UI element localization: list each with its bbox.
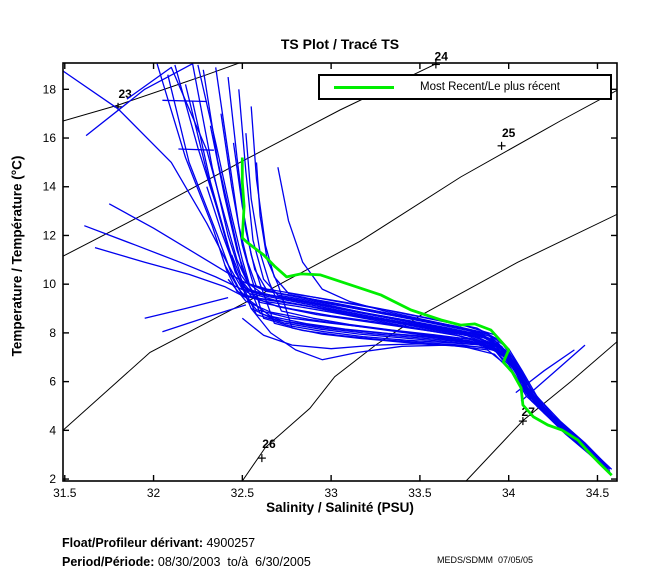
contour-label: 23 (118, 87, 132, 101)
profile-line (84, 225, 607, 469)
footer-period-line: Period/Période: 08/30/2003 to/à 6/30/200… (62, 555, 311, 569)
contour-label: 24 (435, 49, 449, 63)
plot-title: TS Plot / Tracé TS (280, 36, 400, 52)
y-tick-label: 14 (43, 180, 57, 194)
profile-line (162, 304, 247, 333)
float-value: 4900257 (203, 536, 256, 550)
density-contour-line (63, 63, 241, 122)
float-label: Float/Profileur dérivant: (62, 536, 203, 550)
x-tick-label: 34.5 (586, 486, 610, 500)
profile-line (520, 344, 586, 402)
y-tick-label: 2 (49, 472, 56, 486)
y-tick-label: 12 (43, 228, 57, 242)
profile-line (144, 296, 229, 319)
y-tick-label: 6 (49, 375, 56, 389)
contour-label: 25 (502, 126, 516, 140)
profile-line (178, 148, 214, 151)
contour-label: 26 (262, 437, 276, 451)
profile-line (241, 317, 604, 465)
x-tick-label: 32.5 (231, 486, 255, 500)
x-tick-label: 31.5 (53, 486, 77, 500)
y-tick-label: 4 (49, 423, 56, 437)
density-contour-line (63, 89, 617, 431)
x-tick-label: 34 (502, 486, 516, 500)
profile-line (238, 89, 611, 470)
x-tick-label: 32 (147, 486, 161, 500)
profile-line (108, 203, 609, 470)
profile-line (162, 99, 207, 103)
profile-line (250, 106, 613, 470)
profile-line (63, 70, 602, 462)
x-axis-label: Salinity / Salinité (PSU) (266, 500, 414, 515)
profile-line (234, 271, 611, 470)
most-recent-profile-line (240, 157, 613, 477)
most-recent-layer (240, 157, 613, 477)
footer-float-line: Float/Profileur dérivant: 4900257 (62, 536, 255, 550)
legend-line-sample (334, 85, 394, 89)
legend: Most Recent/Le plus récent (318, 74, 612, 100)
profile-line (94, 246, 598, 459)
y-tick-label: 10 (43, 277, 57, 291)
y-tick-label: 16 (43, 131, 57, 145)
period-value: 08/30/2003 to/à 6/30/2005 (154, 555, 311, 569)
period-label: Period/Période: (62, 555, 155, 569)
x-tick-label: 33.5 (408, 486, 432, 500)
profile-line (231, 254, 602, 462)
profile-line (227, 77, 606, 464)
y-tick-label: 18 (43, 82, 57, 96)
legend-label: Most Recent/Le plus récent (420, 81, 560, 93)
density-contour-line (241, 213, 617, 481)
y-tick-label: 8 (49, 326, 56, 340)
density-contour-line (465, 341, 617, 481)
y-axis-label: Temperature / Température (°C) (9, 155, 25, 357)
credit-text: MEDS/SDMM 07/05/05 (437, 555, 534, 565)
x-tick-label: 33 (324, 486, 338, 500)
plot-frame (62, 62, 618, 482)
